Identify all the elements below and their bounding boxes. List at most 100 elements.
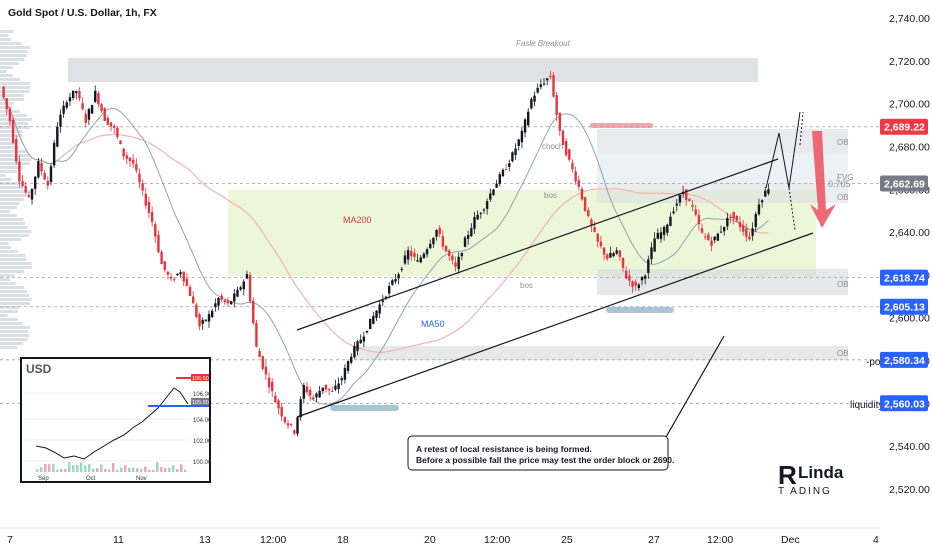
candle-body (182, 271, 185, 282)
volume-profile-bar (0, 150, 28, 153)
volume-profile-bar (0, 250, 18, 253)
candle-body (501, 169, 505, 177)
candle-body (283, 417, 287, 423)
candle-body (274, 395, 277, 403)
volume-profile-bar (0, 98, 25, 101)
volume-profile-bar (0, 174, 6, 177)
candle-body (583, 197, 587, 211)
usd-inset-x-oct: Oct (86, 476, 96, 482)
candle-body (492, 189, 495, 195)
volume-profile-bar (0, 282, 16, 285)
candle-body (748, 236, 751, 240)
volume-profile-bar (0, 246, 12, 249)
x-tick-label: 12:00 (707, 534, 733, 546)
candle-body (154, 224, 157, 237)
volume-profile-bar (0, 86, 31, 89)
usd-inset-volume-bar (104, 469, 107, 472)
volume-profile-bar (0, 54, 27, 57)
candle-body (27, 194, 31, 197)
candle-body (441, 236, 445, 247)
candle-body (233, 293, 236, 302)
usd-inset-frame (20, 357, 211, 483)
candle-body (242, 281, 245, 290)
candle-body (368, 318, 372, 330)
volume-profile-bar (0, 298, 32, 301)
ob-zone-1 (597, 129, 848, 153)
usd-inset-volume-bar (152, 469, 155, 472)
price-tag-label: 2,605.13 (884, 302, 925, 314)
volume-profile-bar (0, 230, 32, 233)
candle-body (508, 163, 511, 167)
candle-body (457, 256, 460, 270)
candle-body (46, 180, 50, 186)
candle-body (470, 228, 473, 237)
candle-body (760, 200, 764, 203)
ob-label-2: OB (837, 193, 849, 202)
ma50-line (3, 97, 769, 405)
candle-body (78, 91, 81, 99)
ob-zone-2 (597, 183, 848, 203)
candle-body (429, 243, 432, 249)
candle-body (138, 173, 141, 183)
candle-body (277, 400, 280, 409)
symbol-title: Gold Spot / U.S. Dollar, 1h, FX (8, 7, 157, 19)
volume-profile-bar (0, 118, 33, 121)
logo-text-bottom: T ADING (778, 486, 832, 497)
candle-body (33, 176, 37, 189)
usd-inset-volume-bar (52, 463, 55, 472)
volume-profile-bar (0, 74, 13, 77)
ob-label-1: OB (837, 138, 849, 147)
candle-body (18, 161, 21, 182)
candle-body (157, 234, 160, 253)
candle-body (220, 295, 223, 300)
candle-body (40, 162, 43, 172)
candle-body (65, 102, 68, 108)
candle-body (444, 245, 448, 252)
candle-body (150, 212, 154, 222)
logo-mark: R (778, 460, 797, 490)
channel-lower-line (296, 232, 814, 418)
candle-body (198, 314, 201, 327)
candle-body (435, 229, 438, 237)
time-axis[interactable]: 7 11 13 12:00 18 20 12:00 25 27 12:00 Dec 4 (7, 534, 879, 546)
choch-label: choch (542, 142, 563, 151)
candle-body (128, 157, 132, 162)
volume-profile-bar (0, 218, 24, 221)
usd-inset-tag-grey (191, 398, 209, 405)
candle-body (694, 209, 697, 215)
candle-body (612, 253, 615, 257)
candle-body (476, 214, 479, 220)
volume-profile-bar (0, 166, 24, 169)
candle-body (147, 201, 151, 213)
usd-inset-volume-bar (164, 468, 167, 472)
candle-body (485, 201, 489, 209)
usd-inset-volume-bar (64, 469, 67, 472)
price-tag-label: 2,662.69 (884, 179, 925, 191)
zones-layer (68, 58, 848, 411)
ob-label-4: OB (837, 349, 849, 358)
candle-body (643, 275, 647, 279)
usd-inset-volume-bar (40, 467, 43, 472)
candle-body (375, 310, 378, 318)
ma50-label: MA50 (421, 319, 445, 329)
volume-profile-bar (0, 154, 30, 157)
candle-body (21, 181, 24, 187)
x-tick-label: 13 (199, 534, 211, 546)
candle-body (210, 310, 214, 318)
candle-body (593, 227, 596, 232)
candle-body (350, 356, 353, 363)
usd-inset-volume-bar (132, 467, 135, 472)
volume-profile-bar (0, 190, 33, 193)
volume-profile-bar (0, 194, 27, 197)
candle-body (432, 237, 435, 245)
volume-profile-bar (0, 214, 17, 217)
volume-profile-bar (0, 94, 24, 97)
candle-body (381, 300, 385, 302)
candle-body (659, 232, 663, 239)
usd-inset-volume-bar (68, 462, 71, 472)
price-tag-label: 2,618.74 (884, 273, 925, 285)
candle-body (8, 108, 12, 122)
price-tag (880, 298, 928, 315)
usd-inset-price-line (35, 387, 189, 460)
